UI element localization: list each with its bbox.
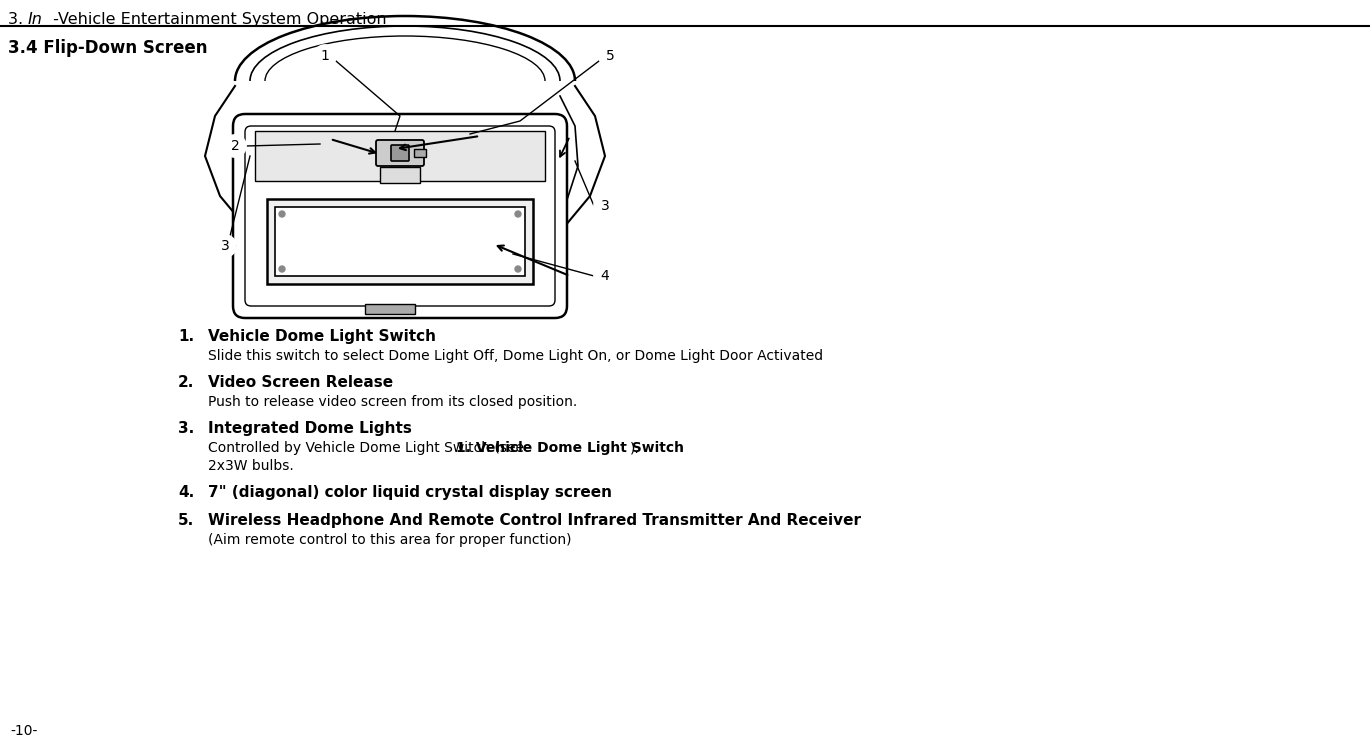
Text: Wireless Headphone And Remote Control Infrared Transmitter And Receiver: Wireless Headphone And Remote Control In… (208, 513, 860, 528)
Text: (Aim remote control to this area for proper function): (Aim remote control to this area for pro… (208, 533, 571, 547)
FancyBboxPatch shape (375, 140, 423, 166)
Circle shape (314, 45, 336, 67)
FancyBboxPatch shape (390, 145, 410, 161)
Text: Video Screen Release: Video Screen Release (208, 375, 393, 390)
Bar (267, 199, 533, 284)
Text: 4.: 4. (178, 485, 195, 500)
FancyBboxPatch shape (233, 114, 567, 318)
FancyBboxPatch shape (245, 126, 555, 306)
Circle shape (225, 135, 247, 157)
Text: 2.: 2. (178, 375, 195, 390)
Text: -10-: -10- (10, 724, 37, 738)
Text: 1: 1 (321, 49, 329, 63)
Text: 7" (diagonal) color liquid crystal display screen: 7" (diagonal) color liquid crystal displ… (208, 485, 612, 500)
Text: 3.: 3. (8, 12, 29, 27)
Text: 5: 5 (606, 49, 614, 63)
Text: 3: 3 (221, 239, 229, 253)
Text: 3.4 Flip-Down Screen: 3.4 Flip-Down Screen (8, 39, 207, 57)
Text: 3: 3 (600, 199, 610, 213)
Text: -Vehicle Entertainment System Operation: -Vehicle Entertainment System Operation (48, 12, 386, 27)
Text: Slide this switch to select Dome Light Off, Dome Light On, or Dome Light Door Ac: Slide this switch to select Dome Light O… (208, 349, 823, 363)
Text: Integrated Dome Lights: Integrated Dome Lights (208, 421, 412, 436)
Circle shape (214, 235, 236, 257)
Bar (275, 207, 525, 276)
Text: Controlled by Vehicle Dome Light Switch (see: Controlled by Vehicle Dome Light Switch … (208, 441, 529, 455)
Circle shape (515, 211, 521, 217)
Circle shape (279, 211, 285, 217)
Text: 2x3W bulbs.: 2x3W bulbs. (208, 459, 293, 473)
Circle shape (279, 266, 285, 272)
Circle shape (599, 45, 621, 67)
Bar (414, 149, 426, 157)
Bar (255, 131, 545, 181)
Circle shape (595, 265, 617, 287)
Text: 2: 2 (230, 139, 240, 153)
Text: In: In (27, 12, 42, 27)
Bar (364, 304, 415, 314)
Text: 1.: 1. (178, 329, 195, 344)
Bar (379, 167, 421, 183)
Text: 5.: 5. (178, 513, 195, 528)
Bar (255, 131, 545, 181)
Circle shape (595, 195, 617, 217)
Text: 1. Vehicle Dome Light Switch: 1. Vehicle Dome Light Switch (456, 441, 685, 455)
Text: 3.: 3. (178, 421, 195, 436)
Text: 4: 4 (600, 269, 610, 283)
Text: Vehicle Dome Light Switch: Vehicle Dome Light Switch (208, 329, 436, 344)
Text: ).: ). (630, 441, 640, 455)
Circle shape (515, 266, 521, 272)
Text: Push to release video screen from its closed position.: Push to release video screen from its cl… (208, 395, 577, 409)
